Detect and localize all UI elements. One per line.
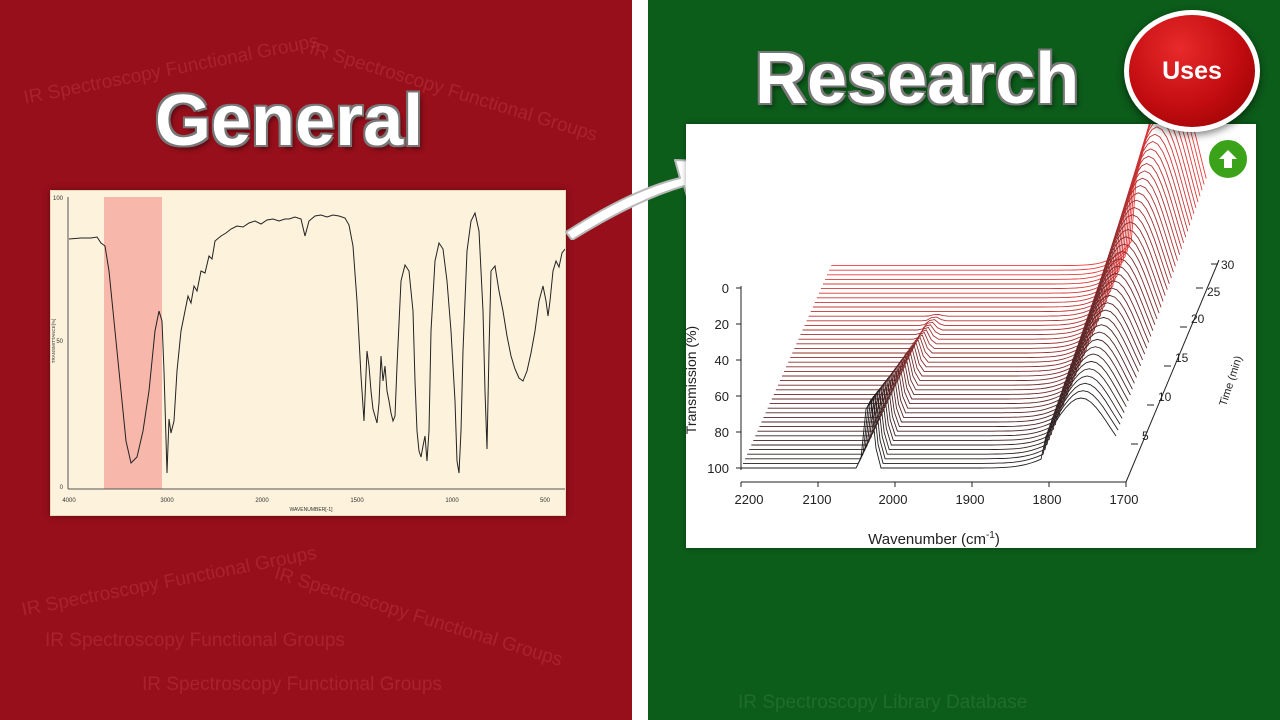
- spectrum-trace: [741, 397, 1117, 469]
- watermark-text: IR Spectroscopy Functional Groups: [142, 674, 442, 695]
- research-heading: Research: [755, 39, 1080, 119]
- x-axis-label: WAVENUMBER[-1]: [289, 507, 333, 513]
- z-tick-label: 5: [1142, 429, 1149, 443]
- z-tick-label: 10: [1158, 390, 1172, 404]
- chart-axes: [736, 259, 1220, 487]
- z-tick-label: 15: [1175, 351, 1189, 365]
- x-tick-label: 1700: [1110, 492, 1139, 507]
- x-tick-label: 2100: [803, 492, 832, 507]
- z-tick-label: 20: [1191, 312, 1205, 326]
- y-tick-label: 40: [715, 353, 729, 368]
- watermark-text: IR Spectroscopy Functional Groups: [271, 563, 565, 671]
- y-axis-label: TRANSMITTANCE[%]: [51, 319, 56, 363]
- arrow-up-button[interactable]: [1207, 138, 1249, 180]
- x-axis-label: Wavenumber (cm-1): [868, 530, 1000, 548]
- research-3d-chart: 0 20 40 60 80 100 2200 2100 2000 1900 18…: [683, 75, 1256, 548]
- y-tick-label: 100: [707, 461, 729, 476]
- x-tick-label: 1900: [956, 492, 985, 507]
- spectra-traces: [741, 75, 1207, 469]
- x-tick-label: 4000: [62, 498, 76, 504]
- spectrum-trace: [753, 353, 1129, 441]
- spectrum-trace: [761, 324, 1137, 423]
- x-tick-label: 1000: [445, 498, 459, 504]
- x-tick-label: 3000: [160, 498, 174, 504]
- spectrum-trace: [743, 390, 1119, 464]
- y-tick-label: 60: [715, 389, 729, 404]
- x-tick-label: 2200: [735, 492, 764, 507]
- spectrum-trace: [745, 382, 1121, 460]
- spectrum-trace: [755, 346, 1131, 437]
- spectrum-trace: [773, 280, 1150, 395]
- spectrum-trace: [767, 302, 1144, 409]
- spectrum-trace: [777, 265, 1154, 386]
- x-tick-label: 2000: [255, 498, 269, 504]
- z-axis-label: Time (min): [1217, 354, 1245, 407]
- y-tick-label: 100: [53, 196, 64, 202]
- watermark-text: IR Spectroscopy Functional Groups: [45, 630, 345, 651]
- spectrum-trace: [747, 375, 1123, 455]
- spectrum-trace: [757, 338, 1133, 432]
- y-tick-label: 20: [715, 317, 729, 332]
- uses-button[interactable]: Uses: [1124, 10, 1260, 132]
- arrow-up-icon: [1219, 150, 1237, 168]
- y-tick-label: 50: [56, 339, 63, 345]
- y-tick-label: 80: [715, 425, 729, 440]
- spectrum-line: [68, 211, 565, 474]
- y-axis-label: Transmission (%): [686, 326, 699, 434]
- x-tick-label: 1500: [350, 498, 364, 504]
- y-tick-label: 0: [722, 281, 729, 296]
- z-tick-label: 30: [1221, 258, 1235, 272]
- spectrum-trace: [765, 309, 1142, 414]
- z-tick-label: 25: [1207, 285, 1221, 299]
- panel-divider: [632, 0, 648, 720]
- uses-button-label: Uses: [1162, 56, 1222, 85]
- x-tick-label: 500: [540, 498, 551, 504]
- watermark-text: IR Spectroscopy Library Database: [738, 692, 1028, 713]
- spectrum-trace: [769, 294, 1146, 405]
- spectrum-trace: [759, 331, 1135, 428]
- ir-spectrum-chart: 100 50 0 4000 3000 2000 1500 1000 500 WA…: [50, 190, 566, 516]
- oh-region-highlight: [104, 197, 162, 489]
- x-tick-label: 2000: [879, 492, 908, 507]
- general-heading: General: [155, 81, 424, 161]
- spectrum-trace: [771, 287, 1148, 400]
- spectrum-trace: [751, 360, 1127, 446]
- x-tick-label: 1800: [1033, 492, 1062, 507]
- y-tick-label: 0: [60, 485, 64, 491]
- spectrum-trace: [763, 316, 1140, 418]
- spectrum-trace: [749, 368, 1125, 451]
